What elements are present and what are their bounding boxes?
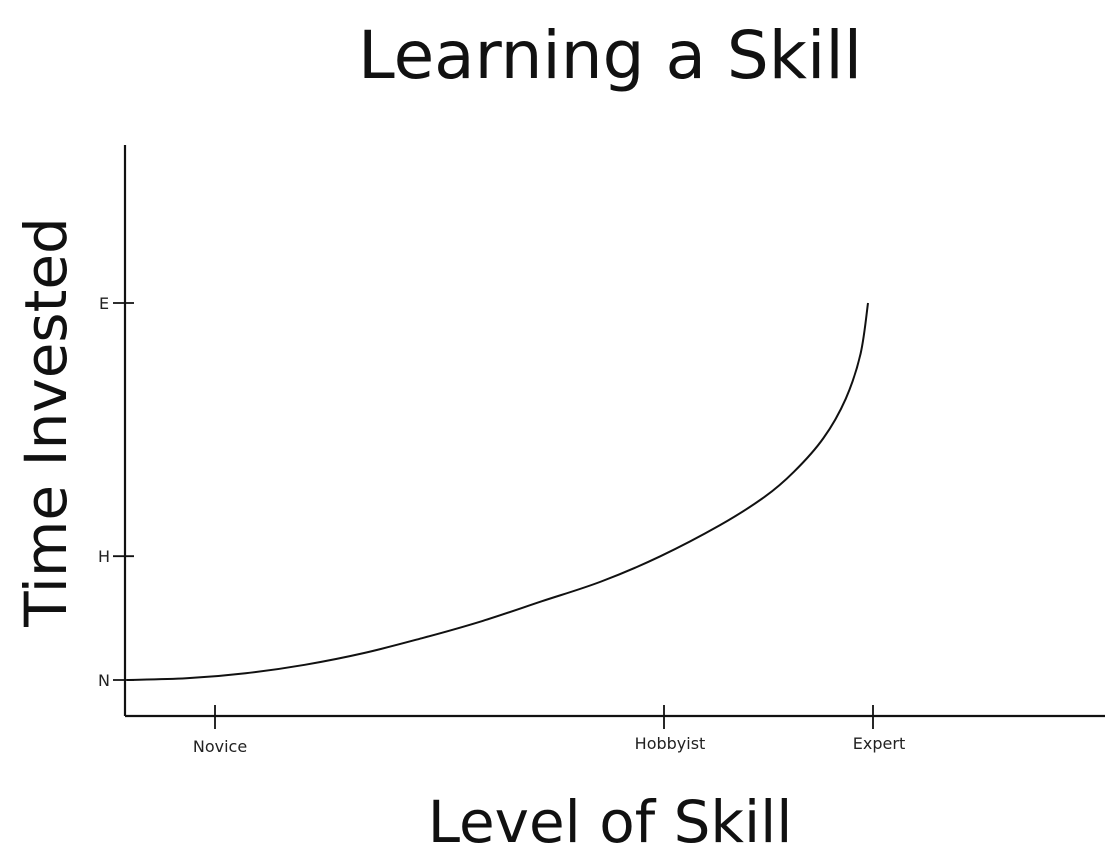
y-tick-label-n: N [98, 671, 110, 690]
y-axis-title: Time Invested [12, 217, 80, 628]
x-tick-label-hobbyist: Hobbyist [635, 734, 706, 753]
chart-title: Learning a Skill [358, 17, 862, 94]
x-axis-title: Level of Skill [428, 788, 793, 856]
y-tick-label-e: E [99, 294, 109, 313]
x-tick-label-expert: Expert [853, 734, 905, 753]
series-line [127, 303, 868, 680]
x-tick-label-novice: Novice [193, 737, 247, 756]
x-axis-ticks: Novice Hobbyist Expert [193, 705, 905, 756]
y-tick-label-h: H [98, 547, 110, 566]
y-axis-ticks: N H E [98, 294, 134, 690]
